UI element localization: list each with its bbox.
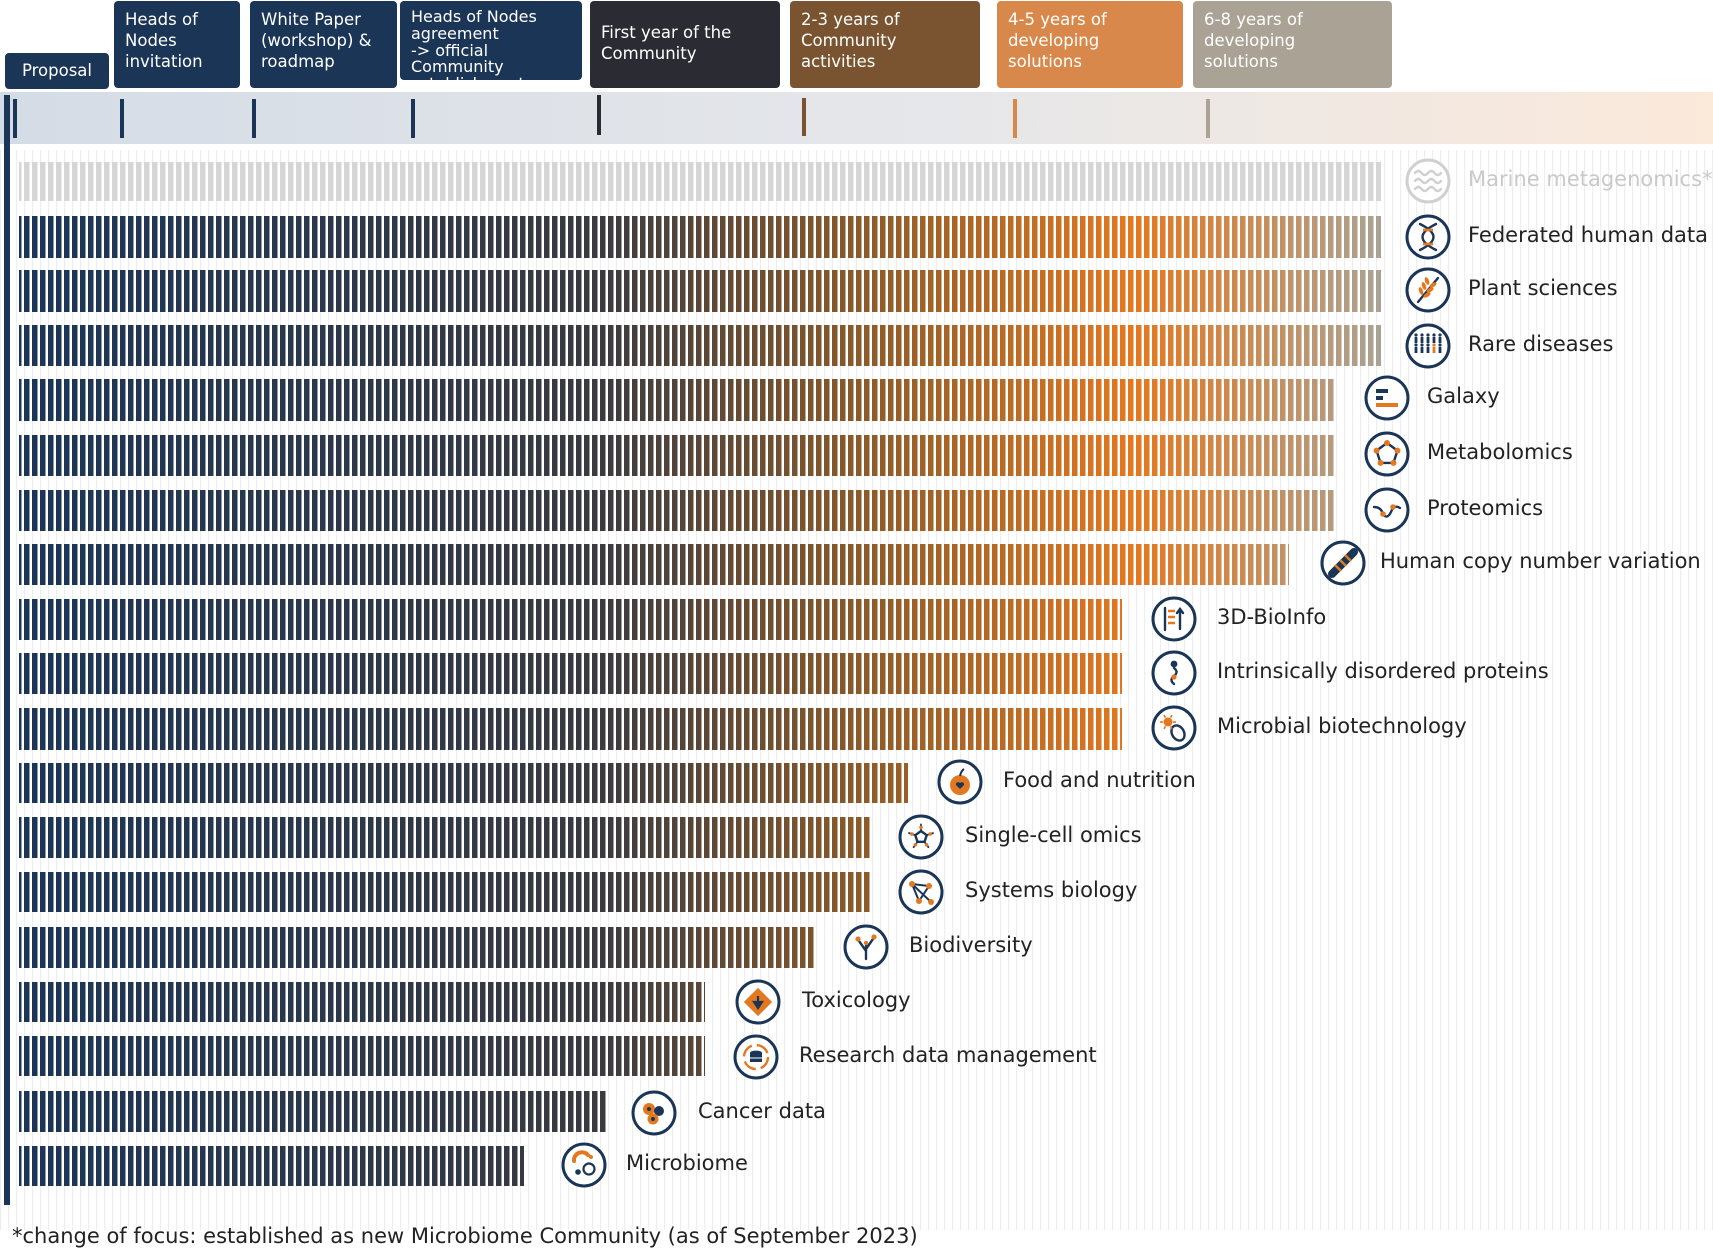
timeline-band bbox=[0, 92, 1713, 144]
community-bar bbox=[19, 435, 1335, 476]
wheat-icon bbox=[1405, 267, 1451, 313]
milestone-tick-developing68 bbox=[1206, 99, 1210, 138]
community-label: Human copy number variation bbox=[1380, 549, 1701, 573]
community-label: Cancer data bbox=[698, 1099, 826, 1123]
community-label: Biodiversity bbox=[909, 933, 1033, 957]
community-bar bbox=[19, 216, 1381, 258]
community-bar bbox=[19, 325, 1381, 366]
community-bar bbox=[19, 872, 871, 912]
community-bar bbox=[19, 379, 1335, 421]
protein-structure-icon bbox=[1151, 596, 1197, 642]
hazard-diamond-icon bbox=[735, 979, 781, 1025]
community-label: Galaxy bbox=[1427, 384, 1500, 408]
galaxy-bars-icon bbox=[1364, 375, 1410, 421]
milestone-developing68: 6-8 years of developing solutions bbox=[1193, 1, 1392, 88]
community-label: Research data management bbox=[799, 1043, 1097, 1067]
community-label: Rare diseases bbox=[1468, 332, 1614, 356]
community-label: 3D-BioInfo bbox=[1217, 605, 1327, 629]
cancer-cells-icon bbox=[631, 1090, 677, 1136]
community-label: Food and nutrition bbox=[1003, 768, 1196, 792]
community-label: Single-cell omics bbox=[965, 823, 1142, 847]
microbiome-icon bbox=[561, 1142, 607, 1188]
community-label: Systems biology bbox=[965, 878, 1138, 902]
chromosome-icon bbox=[1320, 540, 1366, 586]
community-label: Microbial biotechnology bbox=[1217, 714, 1467, 738]
community-bar bbox=[19, 817, 871, 858]
community-bar bbox=[19, 544, 1289, 585]
community-label: Metabolomics bbox=[1427, 440, 1573, 464]
footnote: *change of focus: established as new Mic… bbox=[12, 1224, 918, 1248]
milestone-invitation: Heads of Nodes invitation bbox=[114, 1, 240, 88]
milestone-tick-developing45 bbox=[1013, 99, 1017, 138]
community-bar bbox=[19, 763, 908, 803]
microbe-icon bbox=[1151, 705, 1197, 751]
community-bar bbox=[19, 162, 1381, 201]
people-icon bbox=[1405, 323, 1451, 369]
community-bar bbox=[19, 1146, 524, 1186]
milestone-tick-whitepaper bbox=[252, 99, 256, 138]
community-bar bbox=[19, 1036, 705, 1076]
dna-helix-icon bbox=[1405, 214, 1451, 260]
milestone-whitepaper: White Paper (workshop) & roadmap bbox=[250, 1, 397, 88]
community-label: Toxicology bbox=[802, 988, 911, 1012]
community-bar bbox=[19, 1091, 606, 1132]
community-label: Marine metagenomics* bbox=[1468, 167, 1713, 191]
community-label: Microbiome bbox=[626, 1151, 748, 1175]
community-label: Plant sciences bbox=[1468, 276, 1618, 300]
database-cycle-icon bbox=[733, 1034, 779, 1080]
milestone-tick-agreement bbox=[411, 99, 415, 138]
molecule-ring-icon bbox=[1364, 431, 1410, 477]
community-bar bbox=[19, 653, 1122, 694]
network-icon bbox=[898, 869, 944, 915]
community-bar bbox=[19, 927, 815, 968]
milestone-tick-firstyear bbox=[597, 95, 601, 135]
community-bar bbox=[19, 708, 1122, 750]
milestone-activities: 2-3 years of Community activities bbox=[790, 1, 980, 88]
milestone-tick-invitation bbox=[120, 99, 124, 138]
milestone-tick-activities bbox=[802, 98, 806, 136]
waves-icon bbox=[1405, 158, 1451, 204]
axis-line bbox=[4, 95, 10, 1205]
community-label: Intrinsically disordered proteins bbox=[1217, 659, 1549, 683]
community-label: Federated human data bbox=[1468, 223, 1708, 247]
cell-icon bbox=[898, 814, 944, 860]
community-bar bbox=[19, 270, 1381, 312]
milestone-tick-proposal bbox=[13, 99, 17, 138]
disordered-chain-icon bbox=[1151, 650, 1197, 696]
wave-peaks-icon bbox=[1364, 487, 1410, 533]
community-bar bbox=[19, 599, 1122, 640]
apple-icon bbox=[937, 759, 983, 805]
community-bar bbox=[19, 982, 705, 1022]
milestone-developing45: 4-5 years of developing solutions bbox=[997, 1, 1183, 88]
milestone-proposal: Proposal bbox=[5, 53, 109, 89]
tree-icon bbox=[843, 924, 889, 970]
community-bar bbox=[19, 490, 1335, 531]
community-label: Proteomics bbox=[1427, 496, 1544, 520]
milestone-agreement: Heads of Nodes agreement -> official Com… bbox=[400, 1, 582, 92]
milestone-firstyear: First year of the Community bbox=[590, 1, 780, 88]
